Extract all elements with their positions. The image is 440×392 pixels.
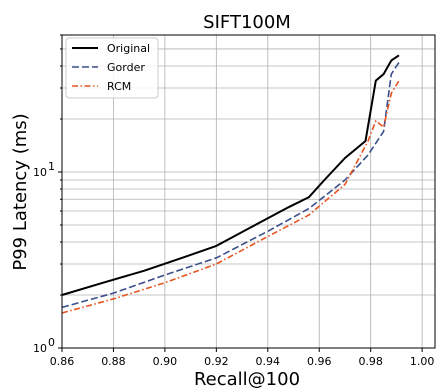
y-tick-label: 10 <box>33 166 47 179</box>
series-layer <box>61 54 400 314</box>
x-tick-label: 0.98 <box>358 355 383 368</box>
x-axis-label: Recall@100 <box>194 369 300 390</box>
y-tick-exponent: 1 <box>48 160 55 173</box>
y-axis-label: P99 Latency (ms) <box>10 113 31 270</box>
y-tick-label: 10 <box>33 342 47 355</box>
x-tick-label: 0.86 <box>50 355 75 368</box>
plot-frame <box>61 34 436 349</box>
x-tick-label: 0.96 <box>307 355 332 368</box>
x-tick-label: 0.92 <box>204 355 229 368</box>
x-tick-label: 0.94 <box>256 355 281 368</box>
series-line-original <box>61 54 400 296</box>
x-tick-label: 0.90 <box>153 355 178 368</box>
chart-title: SIFT100M <box>203 12 291 33</box>
legend-label-gorder: Gorder <box>107 61 145 74</box>
legend: Original Gorder RCM <box>65 37 159 99</box>
x-tick-label: 1.00 <box>410 355 435 368</box>
y-tick-exponent: 0 <box>48 336 55 349</box>
series-line-gorder <box>61 61 400 309</box>
x-ticks: 0.86 0.88 0.90 0.92 0.94 0.96 0.98 1.00 <box>50 348 435 368</box>
legend-label-rcm: RCM <box>107 80 131 93</box>
series-line-rcm <box>61 80 400 314</box>
x-tick-label: 0.88 <box>101 355 126 368</box>
legend-box <box>65 37 159 99</box>
legend-label-original: Original <box>107 42 150 55</box>
